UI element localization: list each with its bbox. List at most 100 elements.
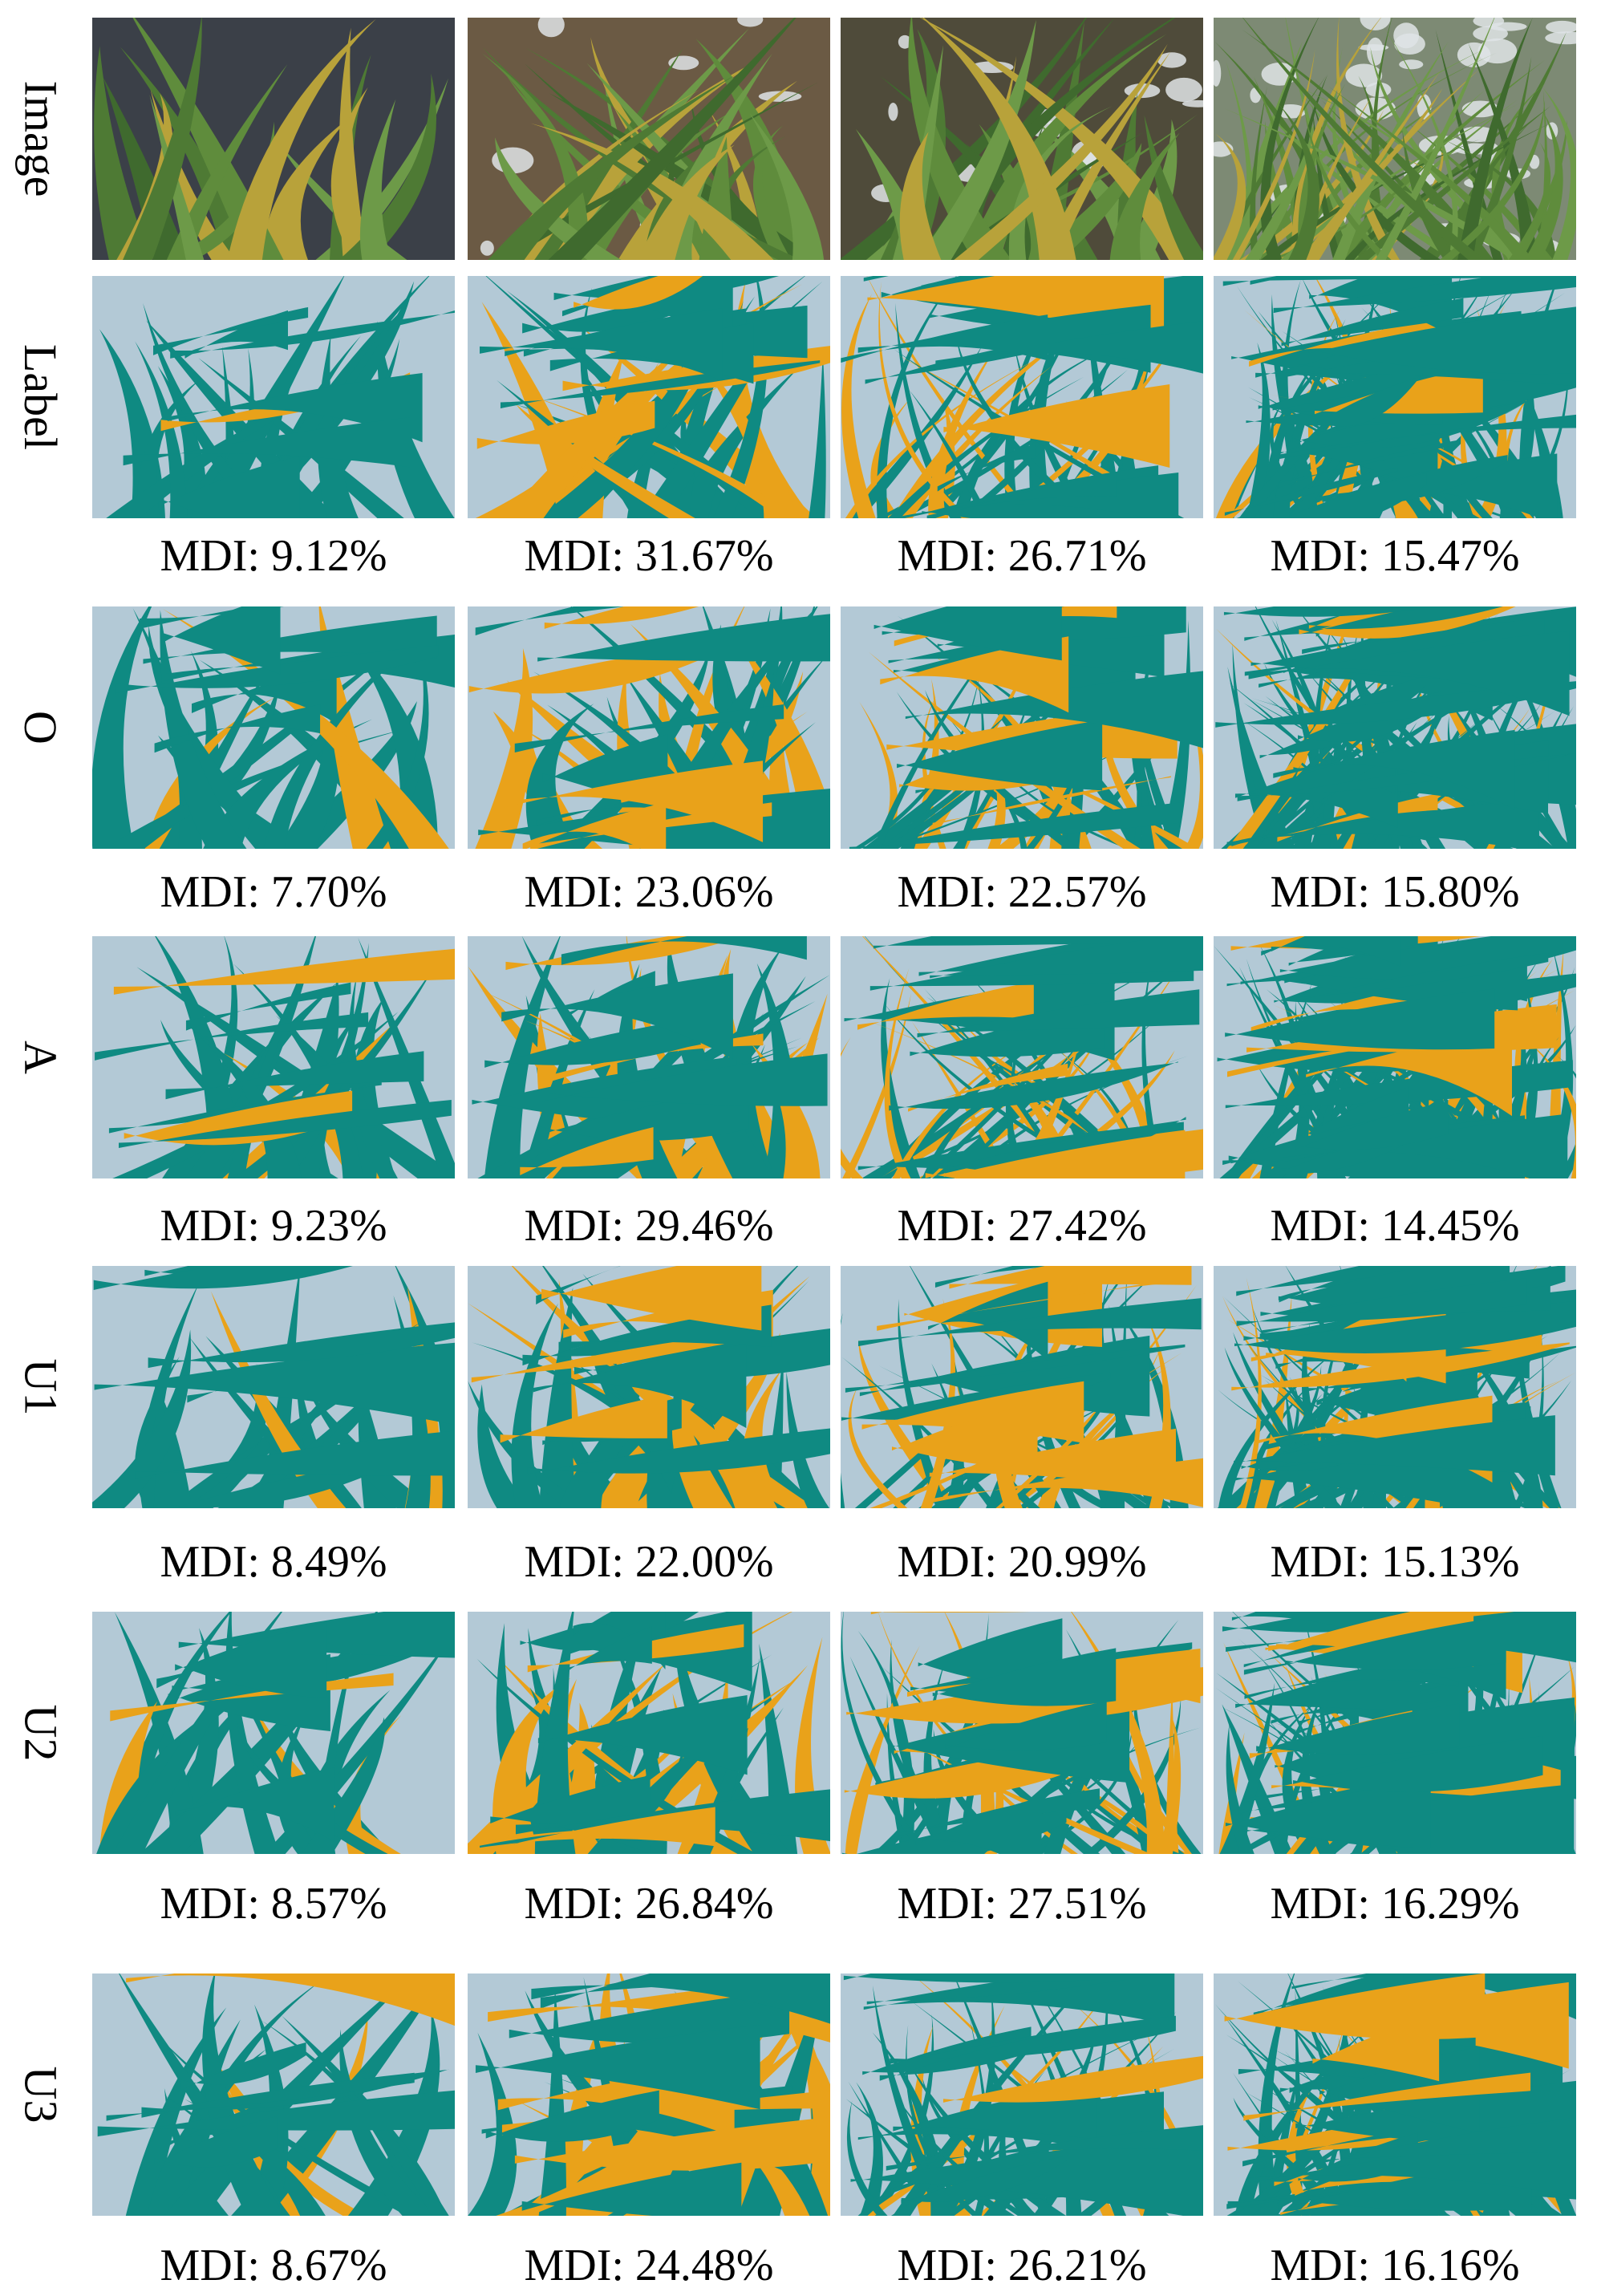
healthy-leaf-region bbox=[1236, 1278, 1527, 1327]
yellow-leaf bbox=[899, 132, 942, 260]
healthy-leaf-region bbox=[1292, 1735, 1543, 1792]
mdi-caption: MDI: 15.47% bbox=[1270, 531, 1520, 581]
healthy-leaf-region bbox=[511, 1303, 558, 1508]
healthy-leaf-region bbox=[1358, 311, 1404, 518]
yellow-leaf bbox=[330, 87, 387, 260]
diseased-leaf-region bbox=[928, 341, 999, 518]
segmentation-mask bbox=[468, 936, 830, 1178]
segmentation-tile bbox=[92, 1612, 455, 1854]
diseased-leaf-region bbox=[471, 1334, 729, 1383]
healthy-leaf-region bbox=[468, 2032, 517, 2216]
healthy-leaf-region bbox=[501, 973, 733, 1060]
source-image-tile bbox=[841, 18, 1203, 260]
row-label: O bbox=[0, 606, 80, 849]
diseased-leaf-region bbox=[841, 294, 876, 518]
diseased-leaf-region bbox=[525, 1020, 743, 1178]
healthy-leaf-region bbox=[533, 1344, 747, 1429]
healthy-leaf-region bbox=[1215, 681, 1576, 728]
diseased-leaf-region bbox=[878, 281, 970, 518]
mdi-caption: MDI: 20.99% bbox=[897, 1537, 1147, 1587]
healthy-leaf-region bbox=[857, 1298, 1202, 1347]
diseased-leaf-region bbox=[498, 761, 764, 842]
healthy-leaf-region bbox=[180, 2042, 306, 2091]
snow-patch bbox=[1345, 63, 1383, 87]
yellow-leaf bbox=[638, 144, 735, 260]
snow-patch bbox=[1182, 99, 1203, 107]
healthy-leaf-region bbox=[148, 1322, 455, 1369]
segmentation-mask bbox=[468, 276, 830, 518]
diseased-leaf-region bbox=[862, 936, 1079, 1178]
healthy-leaf-region bbox=[1295, 1101, 1449, 1150]
healthy-leaf-region bbox=[901, 2155, 1068, 2204]
healthy-leaf-region bbox=[1256, 1703, 1460, 1755]
diseased-leaf-region bbox=[690, 345, 797, 518]
healthy-leaf-region bbox=[95, 1012, 369, 1061]
healthy-leaf-region bbox=[1157, 620, 1191, 849]
segmentation-mask bbox=[841, 1612, 1203, 1854]
mdi-caption: MDI: 9.12% bbox=[160, 531, 387, 581]
healthy-leaf-region bbox=[934, 1266, 1064, 1288]
snow-patch bbox=[1394, 33, 1425, 55]
diseased-leaf-region bbox=[867, 276, 1165, 344]
healthy-leaf-region bbox=[1225, 1778, 1431, 1849]
healthy-leaf-region bbox=[1032, 276, 1084, 518]
healthy-leaf-region bbox=[931, 1681, 999, 1854]
healthy-leaf-region bbox=[153, 1380, 193, 1508]
healthy-leaf-region bbox=[184, 2099, 326, 2216]
healthy-leaf-region bbox=[143, 615, 437, 664]
diseased-leaf-region bbox=[1243, 2072, 1531, 2121]
segmentation-mask bbox=[841, 606, 1203, 849]
segmentation-mask bbox=[1214, 276, 1576, 518]
diseased-leaf-region bbox=[942, 2055, 1203, 2103]
healthy-leaf-region bbox=[261, 2020, 449, 2216]
segmentation-tile bbox=[1214, 1974, 1576, 2216]
diseased-leaf-region bbox=[1037, 1365, 1169, 1508]
mdi-caption: MDI: 26.21% bbox=[897, 2241, 1147, 2290]
healthy-leaf-region bbox=[514, 704, 784, 753]
snow-patch bbox=[1157, 52, 1186, 68]
segmentation-tile bbox=[1214, 936, 1576, 1178]
green-leaf bbox=[1332, 59, 1546, 260]
diseased-leaf-region bbox=[514, 2117, 830, 2171]
healthy-leaf-region bbox=[897, 720, 1103, 791]
mdi-caption: MDI: 23.06% bbox=[524, 867, 774, 917]
healthy-leaf-region bbox=[886, 1693, 910, 1854]
healthy-leaf-region bbox=[1224, 2016, 1352, 2216]
healthy-leaf-region bbox=[163, 456, 300, 518]
green-leaf bbox=[488, 75, 736, 260]
mdi-caption: MDI: 9.23% bbox=[160, 1201, 387, 1251]
healthy-leaf-region bbox=[119, 1100, 452, 1149]
green-leaf bbox=[1224, 108, 1532, 260]
healthy-leaf-region bbox=[843, 1974, 1100, 1983]
green-leaf bbox=[1372, 18, 1393, 260]
mdi-caption: MDI: 22.00% bbox=[524, 1537, 774, 1587]
green-leaf bbox=[495, 137, 622, 260]
snow-patch bbox=[1165, 77, 1202, 103]
healthy-leaf-region bbox=[1320, 2117, 1576, 2164]
green-leaf bbox=[1024, 143, 1142, 260]
diseased-leaf-region bbox=[894, 606, 1117, 647]
row-label-text: U1 bbox=[14, 1358, 67, 1416]
healthy-leaf-region bbox=[165, 1051, 424, 1100]
healthy-leaf-region bbox=[1246, 342, 1271, 518]
healthy-leaf-region bbox=[108, 1080, 382, 1134]
row-label-text: Label bbox=[14, 343, 67, 451]
green-leaf bbox=[1542, 87, 1576, 260]
diseased-leaf-region bbox=[841, 1036, 864, 1178]
row-label: Image bbox=[0, 18, 80, 260]
segmentation-tile bbox=[841, 1974, 1203, 2216]
diseased-leaf-region bbox=[160, 372, 411, 432]
mdi-caption: MDI: 26.71% bbox=[897, 531, 1147, 581]
segmentation-mask bbox=[92, 606, 455, 849]
mdi-caption: MDI: 29.46% bbox=[524, 1201, 774, 1251]
healthy-leaf-region bbox=[845, 1344, 1186, 1393]
healthy-leaf-region bbox=[1224, 280, 1404, 518]
segmentation-tile bbox=[841, 1266, 1203, 1508]
green-leaf bbox=[1214, 41, 1353, 260]
healthy-leaf-region bbox=[1321, 756, 1396, 805]
healthy-leaf-region bbox=[167, 373, 423, 443]
healthy-leaf-region bbox=[301, 1717, 385, 1854]
healthy-leaf-region bbox=[1308, 306, 1576, 375]
healthy-leaf-region bbox=[135, 1430, 455, 1479]
healthy-leaf-region bbox=[841, 1312, 845, 1508]
